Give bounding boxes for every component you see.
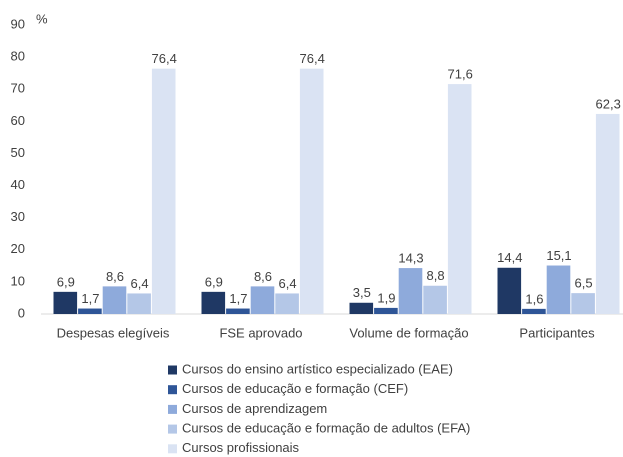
bar xyxy=(522,308,546,314)
value-label: 8,6 xyxy=(106,269,124,284)
legend-swatch xyxy=(168,385,177,395)
y-tick-label: 30 xyxy=(11,209,25,224)
value-label: 6,4 xyxy=(131,276,149,291)
y-tick-label: 20 xyxy=(11,241,25,256)
y-tick-label: 40 xyxy=(11,177,25,192)
bar xyxy=(571,293,595,314)
legend-label: Cursos de educação e formação de adultos… xyxy=(182,421,470,436)
legend-label: Cursos de aprendizagem xyxy=(182,401,327,416)
bar xyxy=(53,291,78,314)
value-label: 15,1 xyxy=(546,248,571,263)
y-tick-label: 10 xyxy=(11,273,25,288)
value-label: 6,9 xyxy=(57,274,75,289)
value-label: 1,6 xyxy=(525,291,543,306)
y-tick-label: 50 xyxy=(11,145,25,160)
value-label: 8,8 xyxy=(427,268,445,283)
y-tick-label: 70 xyxy=(11,81,25,96)
bar xyxy=(102,286,127,314)
value-label: 76,4 xyxy=(152,51,177,66)
legend-swatch xyxy=(168,404,177,414)
y-tick-label: 60 xyxy=(11,113,25,128)
bar xyxy=(374,307,398,314)
bar xyxy=(398,268,423,314)
legend-swatch xyxy=(168,444,177,454)
y-unit: % xyxy=(36,11,48,26)
legend-label: Cursos do ensino artístico especializado… xyxy=(182,361,453,376)
bar xyxy=(226,308,250,314)
value-label: 62,3 xyxy=(596,96,621,111)
value-label: 14,3 xyxy=(398,251,423,266)
x-tick-label: FSE aprovado xyxy=(219,325,302,340)
y-tick-label: 0 xyxy=(18,305,25,320)
bar xyxy=(78,308,102,314)
value-label: 6,4 xyxy=(279,276,297,291)
bar xyxy=(595,113,620,314)
bar xyxy=(447,84,472,314)
value-label: 6,9 xyxy=(205,274,223,289)
bar xyxy=(497,267,522,314)
value-label: 71,6 xyxy=(448,67,473,82)
bar xyxy=(250,286,275,314)
value-label: 1,7 xyxy=(81,291,99,306)
bar xyxy=(275,293,299,314)
value-label: 1,9 xyxy=(377,290,395,305)
x-tick-label: Volume de formação xyxy=(349,325,468,340)
bar xyxy=(423,285,447,314)
y-tick-label: 90 xyxy=(11,16,25,31)
x-tick-label: Despesas elegíveis xyxy=(57,325,170,340)
bar xyxy=(349,302,374,314)
legend-swatch xyxy=(168,365,177,375)
bar xyxy=(151,68,176,314)
bar xyxy=(201,291,226,314)
x-tick-label: Participantes xyxy=(519,325,595,340)
bar xyxy=(127,293,151,314)
legend-swatch xyxy=(168,424,177,434)
value-label: 1,7 xyxy=(229,291,247,306)
value-label: 76,4 xyxy=(300,51,325,66)
legend-label: Cursos de educação e formação (CEF) xyxy=(182,381,408,396)
value-label: 3,5 xyxy=(353,285,371,300)
bar xyxy=(546,265,571,314)
y-tick-label: 80 xyxy=(11,49,25,64)
legend-label: Cursos profissionais xyxy=(182,440,300,455)
value-label: 6,5 xyxy=(575,276,593,291)
value-label: 14,4 xyxy=(497,250,522,265)
value-label: 8,6 xyxy=(254,269,272,284)
bar xyxy=(299,68,324,314)
